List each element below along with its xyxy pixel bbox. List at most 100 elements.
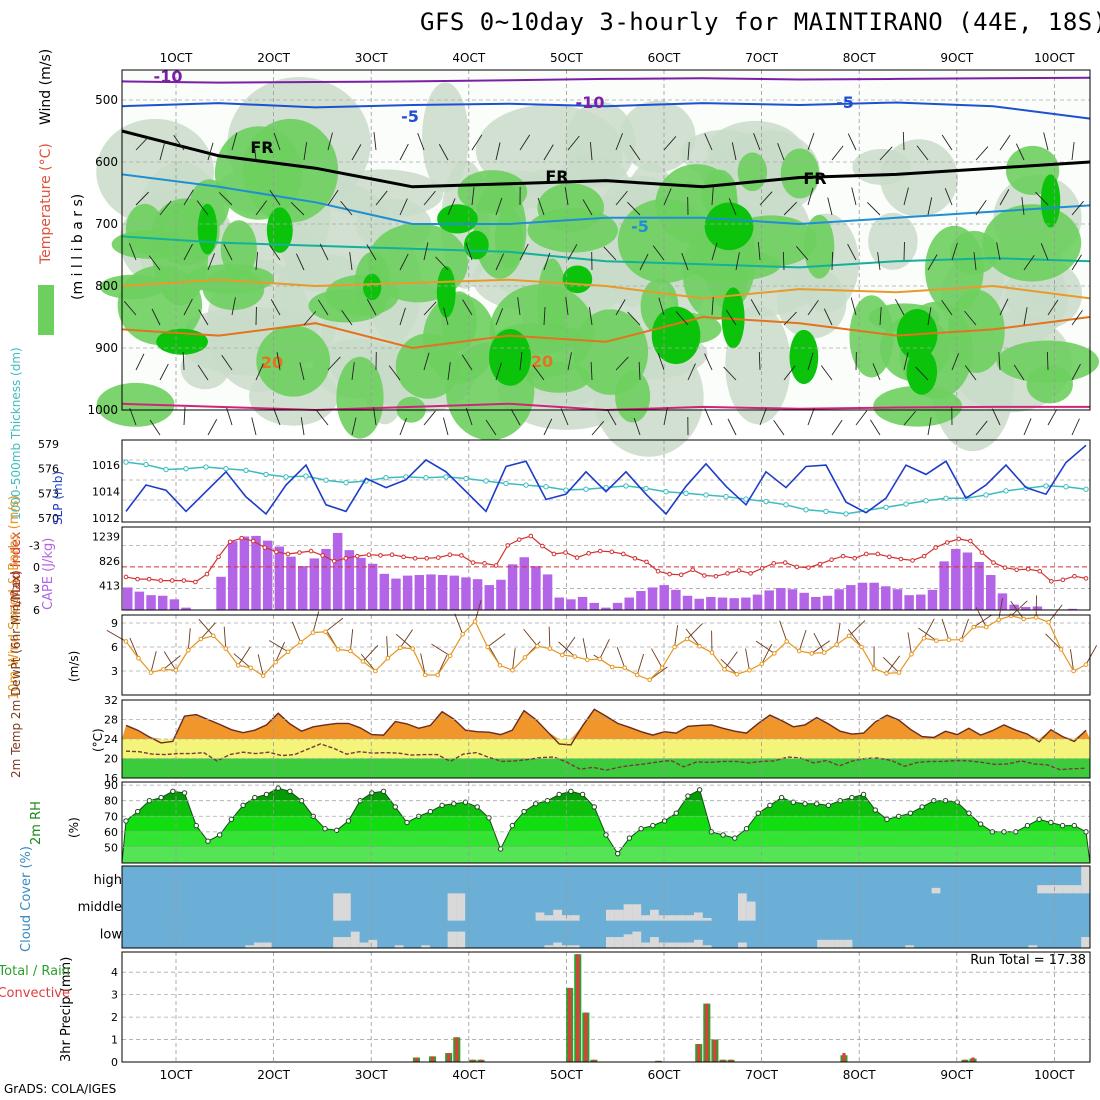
rh-point: [743, 826, 750, 832]
rh-mid-area: [220, 220, 257, 278]
wind-speed-point: [1021, 616, 1026, 622]
upper-wind-barb: [197, 364, 209, 381]
cape-bar: [846, 585, 856, 610]
upper-wind-barb: [823, 308, 833, 326]
li-point: [678, 572, 684, 578]
thickness-point: [483, 478, 489, 484]
upper-wind-barb: [582, 199, 593, 216]
thickness-point: [423, 475, 429, 481]
cloud-bar-low: [245, 945, 254, 948]
upper-wind-barb: [831, 251, 834, 271]
rh-point: [884, 816, 890, 823]
cape-tick-label: 1239: [92, 531, 120, 544]
li-point: [181, 578, 187, 583]
rh-mid-area: [256, 325, 331, 397]
cape-bar: [986, 575, 996, 610]
rh-color-swatch: [38, 285, 54, 335]
li-point: [355, 553, 360, 559]
cape-bar: [262, 540, 273, 610]
rh-point: [849, 794, 855, 801]
wind-barb: [395, 633, 414, 649]
cloud-bar-low: [843, 939, 853, 948]
upper-wind-barb: [615, 299, 626, 316]
upper-wind-barb: [495, 362, 502, 381]
wind-barb: [616, 646, 626, 668]
upper-wind-barb: [590, 361, 593, 381]
upper-wind-barb: [903, 410, 916, 426]
upper-wind-barb: [807, 352, 814, 371]
thickness-point: [603, 484, 609, 491]
wind-barb: [685, 628, 700, 647]
precip-convective-bar: [447, 1053, 451, 1062]
thickness-point: [563, 487, 569, 493]
precip-legend-convective: Convective: [0, 986, 70, 1001]
rh-point: [977, 821, 984, 827]
cape-bar: [286, 556, 296, 610]
li-point: [516, 537, 522, 542]
wind10-axis-label: 10m Wind Speed & Barbs (m/s): [7, 495, 22, 700]
bottom-xtick-label: 1OCT: [160, 1068, 193, 1082]
upper-wind-barb: [927, 417, 932, 436]
rh-tick-label: 50: [104, 841, 118, 854]
wind-barb: [779, 620, 788, 642]
rh-point: [556, 791, 562, 798]
cloud-axis-label: Cloud Cover (%): [19, 846, 34, 952]
thickness-axis-label: 1000-500mb Thickness (dm): [9, 347, 23, 520]
cloud-bar-low: [333, 937, 342, 948]
cape-bar: [449, 575, 460, 610]
cape-bar: [647, 587, 658, 610]
wind-barb: [487, 633, 506, 648]
upper-wind-barb: [560, 408, 569, 426]
cape-bar: [239, 536, 250, 610]
chart-title: GFS 0~10day 3-hourly for MAINTIRANO (44E…: [420, 8, 1100, 36]
upper-wind-barb: [151, 308, 161, 326]
upper-wind-barb: [149, 419, 161, 436]
rh-point: [790, 799, 797, 805]
wind-barb: [150, 651, 157, 673]
cloud-bar-low: [676, 942, 686, 948]
rh-point: [732, 835, 738, 841]
upper-wind-barb: [915, 366, 929, 381]
upper-wind-barb: [627, 311, 641, 326]
upper-wind-barb: [207, 419, 218, 436]
rh-point: [135, 808, 141, 815]
wind-barb: [237, 646, 251, 666]
upper-wind-barb: [1023, 307, 1028, 326]
upper-wind-barb: [1071, 310, 1083, 326]
temp-units-label: (°C): [91, 728, 105, 752]
upper-wind-barb: [218, 192, 233, 206]
cloud-bar-low: [658, 942, 668, 948]
rh-light-area: [422, 82, 469, 193]
upper-wind-barb: [777, 143, 785, 161]
upper-wind-barb: [944, 188, 953, 206]
slp-tick-label: 1012: [92, 512, 120, 525]
temp-axis-label: 2m Temp 2m DewPt (6hr Min/Max): [9, 570, 23, 778]
upper-wind-barb: [807, 407, 815, 426]
upper-wind-barb: [327, 189, 339, 206]
upper-wind-barb: [231, 297, 236, 316]
li-point: [863, 551, 869, 557]
wind-speed-point: [335, 647, 341, 652]
wind-barb: [558, 641, 576, 657]
upper-wind-barb: [1071, 142, 1075, 161]
cloud-bar-middle: [447, 893, 457, 921]
upper-wind-barb: [927, 307, 932, 326]
li-point: [135, 576, 140, 582]
rh-point: [123, 818, 129, 824]
cape-bar: [601, 607, 611, 610]
thickness-point: [263, 471, 269, 478]
upper-wind-barb: [973, 252, 977, 271]
upper-wind-barb: [638, 361, 641, 381]
thickness-point: [323, 477, 329, 483]
cape-bar: [426, 574, 436, 610]
cape-bar: [1067, 608, 1078, 610]
run-total-label: Run Total = 17.38: [970, 953, 1086, 968]
upper-wind-barb: [663, 188, 672, 206]
wind-speed-point: [996, 617, 1002, 623]
rh-point: [205, 838, 211, 844]
cloud-bar-low: [667, 942, 677, 948]
li-point: [563, 550, 568, 555]
upper-wind-barb: [366, 244, 377, 261]
li-point: [782, 560, 788, 565]
upper-air-frame: [121, 69, 1091, 411]
